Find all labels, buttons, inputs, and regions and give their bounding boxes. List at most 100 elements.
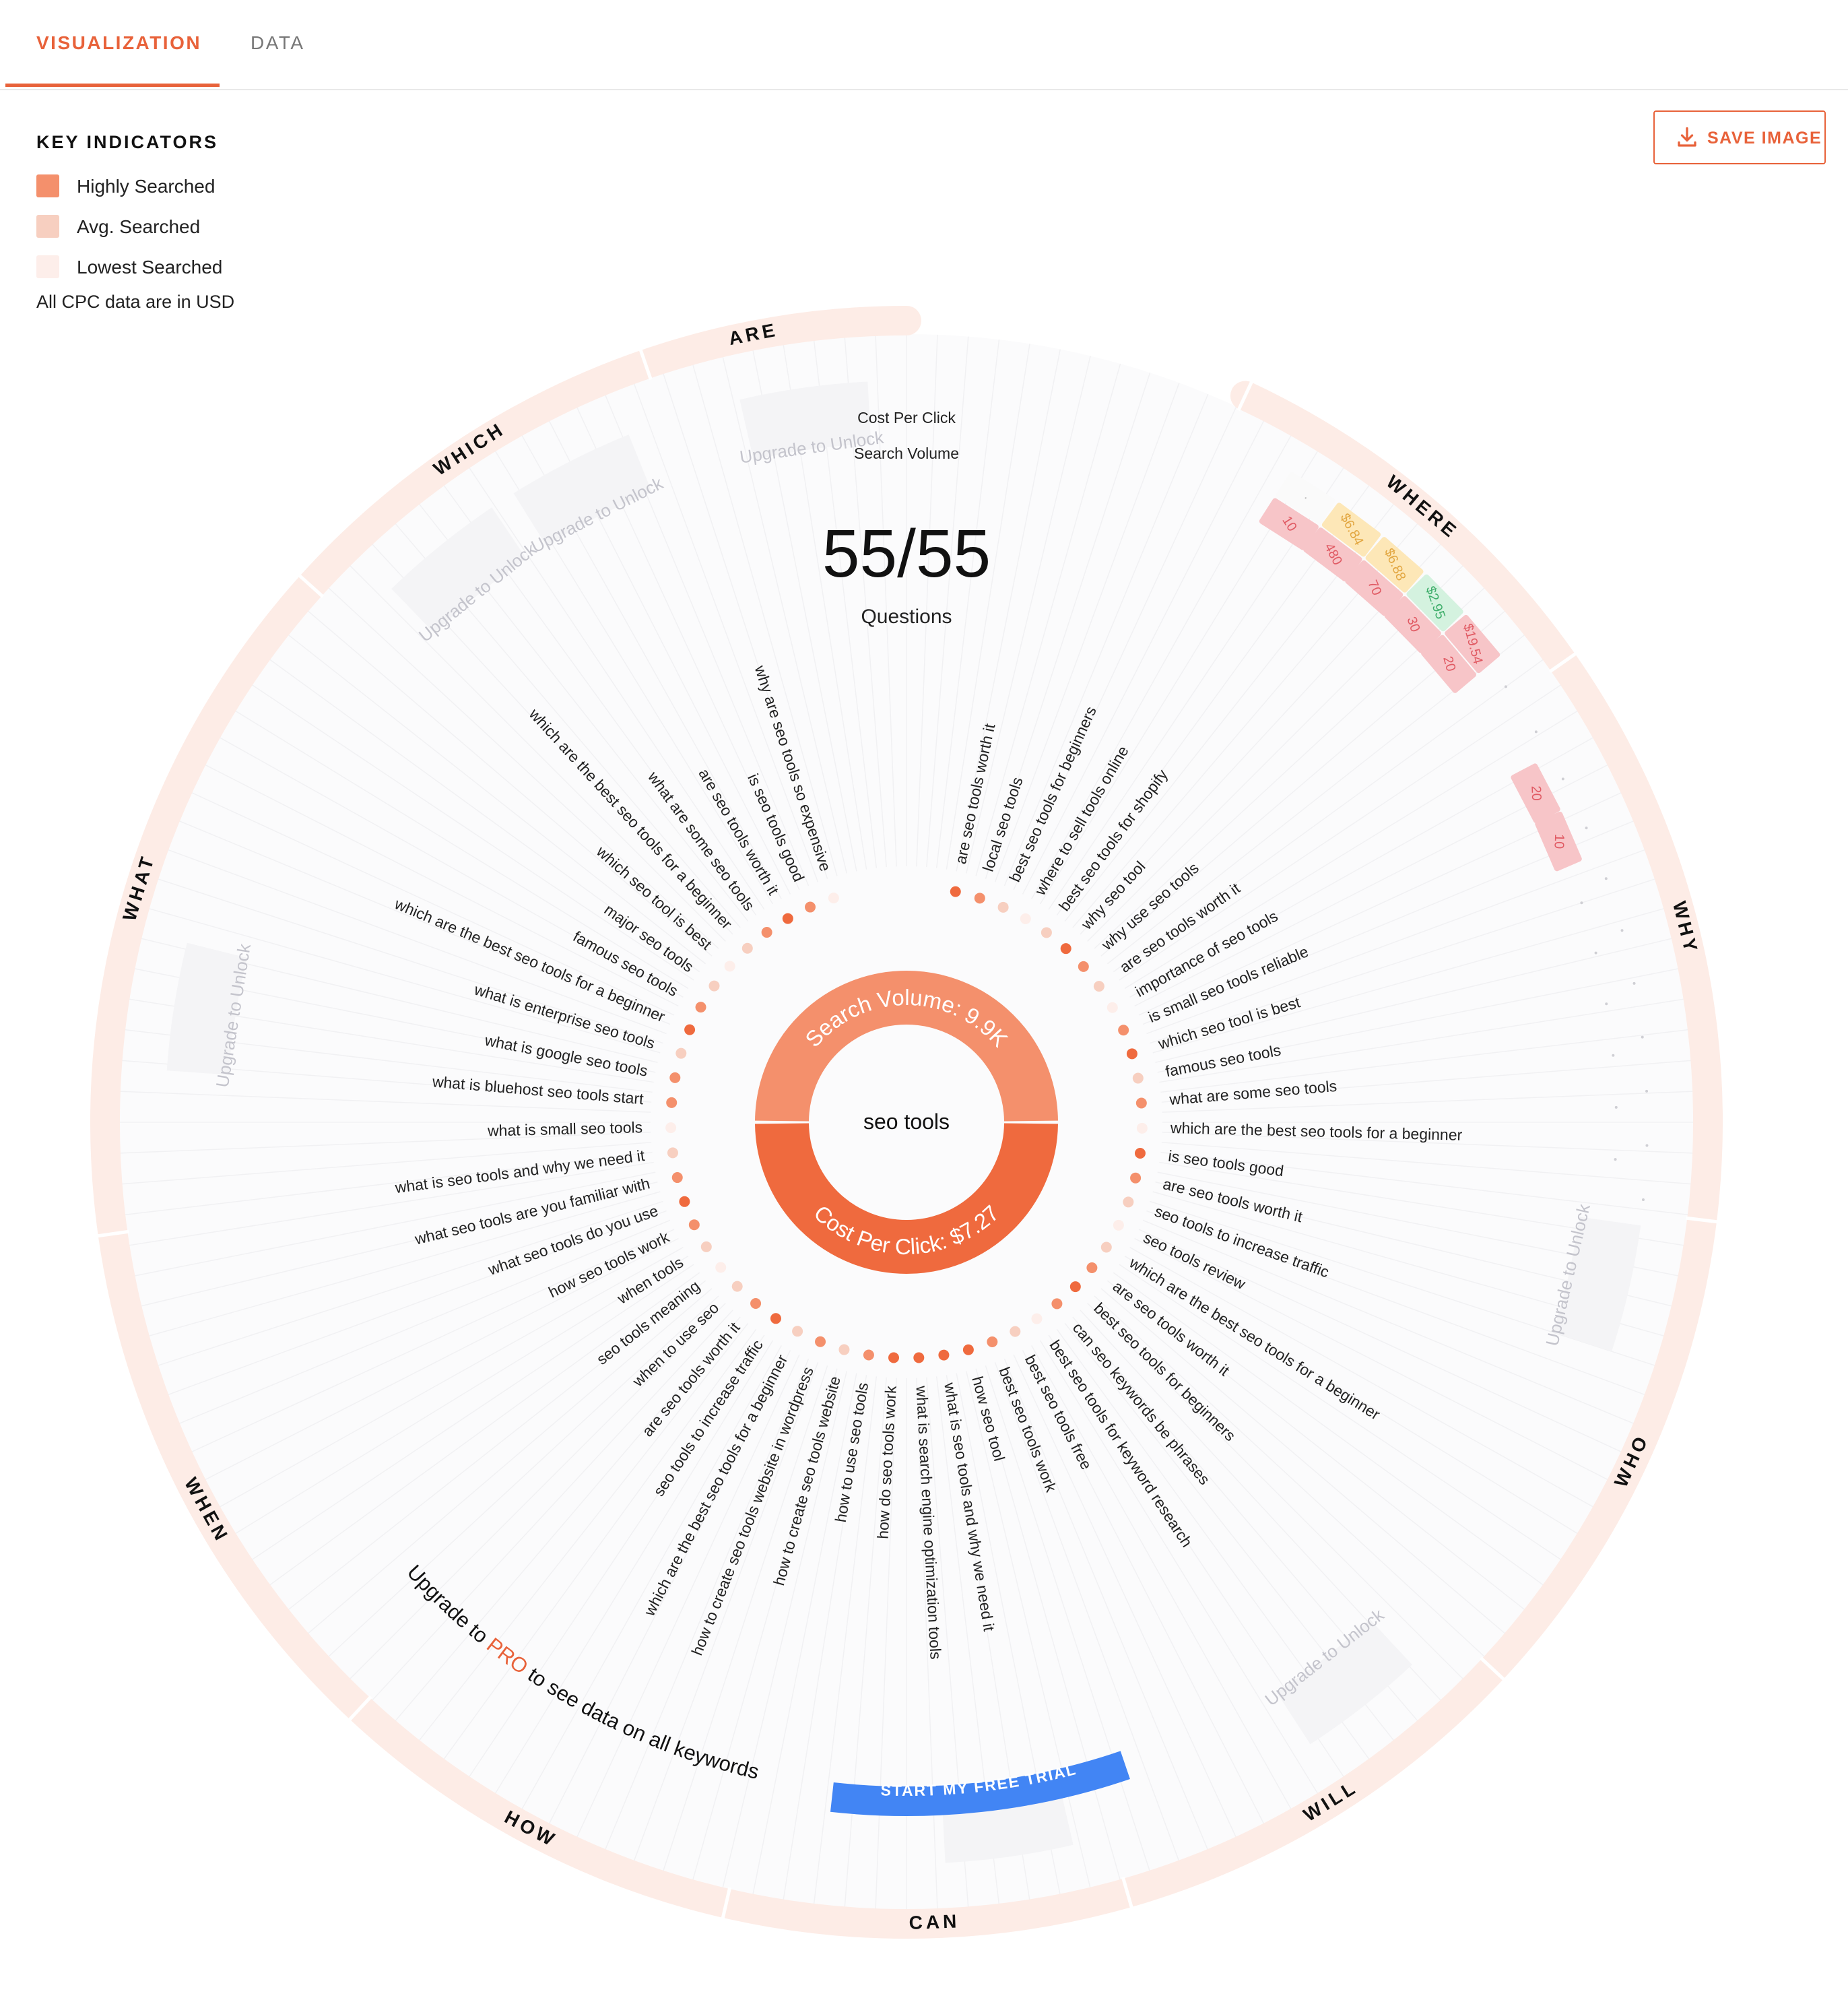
download-icon — [1678, 127, 1696, 147]
question-dot — [1135, 1097, 1147, 1109]
question-dot — [792, 1326, 803, 1337]
volume-scale-label: Search Volume — [854, 445, 959, 462]
cpc-scale-label: Cost Per Click — [857, 409, 956, 426]
question-dot — [666, 1097, 678, 1108]
question-count: 55/55 — [822, 516, 991, 591]
where-volume-cell: 70 — [1345, 560, 1404, 616]
save-image-label: SAVE IMAGE — [1707, 129, 1822, 148]
question-dot — [667, 1147, 678, 1159]
question-dot — [761, 927, 772, 938]
question-dot — [962, 1344, 974, 1355]
active-tab-indicator — [5, 84, 220, 87]
question-dot — [828, 893, 839, 904]
question-dot — [782, 913, 793, 924]
locked-section-band — [166, 942, 248, 1076]
question-dot — [1078, 961, 1089, 972]
legend-swatch-high — [36, 174, 59, 197]
question-dot — [1107, 1002, 1118, 1013]
question-dot — [987, 1336, 998, 1348]
question-dot — [688, 1219, 700, 1231]
question-dots — [665, 886, 1148, 1363]
where-volume-cell: 20 — [1421, 635, 1477, 693]
legend-swatch-low — [36, 255, 59, 278]
question-dot — [863, 1349, 874, 1361]
cost-per-click-arc — [755, 1122, 1058, 1274]
where-cpc-cell: $2.95 — [1406, 574, 1463, 632]
key-indicators-legend: KEY INDICATORS Highly Searched Avg. Sear… — [36, 132, 234, 313]
question-dot — [888, 1352, 900, 1363]
keyword-label: seo tools — [863, 1109, 950, 1134]
question-dot — [1060, 943, 1071, 955]
where-volume-cell: 480 — [1303, 527, 1362, 582]
question-dot — [770, 1313, 781, 1324]
legend-label-low: Lowest Searched — [77, 257, 223, 278]
legend-swatch-avg — [36, 215, 59, 238]
question-dot — [1041, 927, 1052, 938]
question-dot — [679, 1196, 690, 1207]
legend-item-low: Lowest Searched — [36, 254, 234, 294]
legend-item-high: Highly Searched — [36, 173, 234, 214]
locked-section-band — [1552, 1217, 1641, 1352]
locked-section-band — [513, 434, 653, 546]
question-dot — [715, 1262, 727, 1273]
keyword-hub — [755, 971, 1058, 1274]
tab-visualization[interactable]: VISUALIZATION — [36, 32, 202, 53]
question-dot — [684, 1024, 696, 1035]
question-dot — [1130, 1172, 1142, 1184]
save-image-button[interactable]: SAVE IMAGE — [1653, 110, 1826, 164]
question-dot — [1134, 1148, 1146, 1159]
question-dot — [671, 1172, 683, 1184]
question-dot — [700, 1241, 712, 1252]
question-dot — [1069, 1281, 1081, 1293]
question-dot — [724, 961, 735, 972]
svg-text:20: 20 — [1528, 785, 1544, 801]
search-volume-arc — [755, 971, 1058, 1122]
where-volume-cell: 10 — [1259, 498, 1319, 550]
category-ring-arc — [90, 306, 1723, 1939]
question-dot — [695, 1002, 706, 1013]
question-dot — [913, 1352, 925, 1363]
legend-item-avg: Avg. Searched — [36, 214, 234, 254]
question-dot — [1126, 1048, 1137, 1060]
question-dot — [665, 1122, 677, 1134]
question-count-label: Questions — [861, 606, 952, 628]
question-dot — [1136, 1122, 1148, 1134]
question-dot — [997, 901, 1009, 913]
tab-bar: VISUALIZATION DATA — [0, 0, 1848, 90]
category-label-can: CAN — [909, 1910, 960, 1933]
question-dot — [1086, 1262, 1098, 1274]
locked-section-band — [739, 381, 871, 460]
where-cpc-cell: · — [1276, 472, 1335, 524]
question-dot — [708, 980, 720, 992]
question-dot — [805, 901, 816, 913]
wheel-background — [119, 334, 1694, 1910]
question-label[interactable]: what is small seo tools — [487, 1118, 643, 1139]
question-dot — [815, 1336, 826, 1347]
why-volume-cell: 10 — [1535, 811, 1582, 872]
svg-text:10: 10 — [1551, 834, 1566, 849]
question-dot — [731, 1281, 743, 1292]
where-cpc-cell: $6.84 — [1321, 503, 1381, 557]
question-dot — [1123, 1196, 1134, 1208]
question-dot — [950, 886, 961, 897]
question-dot — [1113, 1219, 1124, 1231]
question-dot — [750, 1297, 762, 1309]
tab-data[interactable]: DATA — [251, 32, 305, 53]
start-free-trial-button[interactable] — [830, 1751, 1130, 1816]
question-dot — [1118, 1025, 1129, 1036]
question-dot — [741, 942, 753, 954]
question-dot — [675, 1047, 687, 1059]
legend-title: KEY INDICATORS — [36, 132, 219, 152]
question-dot — [669, 1072, 681, 1083]
locked-section-band — [391, 507, 527, 634]
cpc-currency-note: All CPC data are in USD — [36, 292, 235, 312]
question-dot — [974, 893, 985, 904]
question-dot — [838, 1344, 850, 1355]
locked-section-band — [942, 1784, 1074, 1863]
where-volume-cell: 30 — [1384, 595, 1441, 653]
question-dot — [938, 1349, 950, 1361]
locked-section-band — [1276, 1619, 1412, 1745]
question-dot — [1100, 1241, 1112, 1253]
